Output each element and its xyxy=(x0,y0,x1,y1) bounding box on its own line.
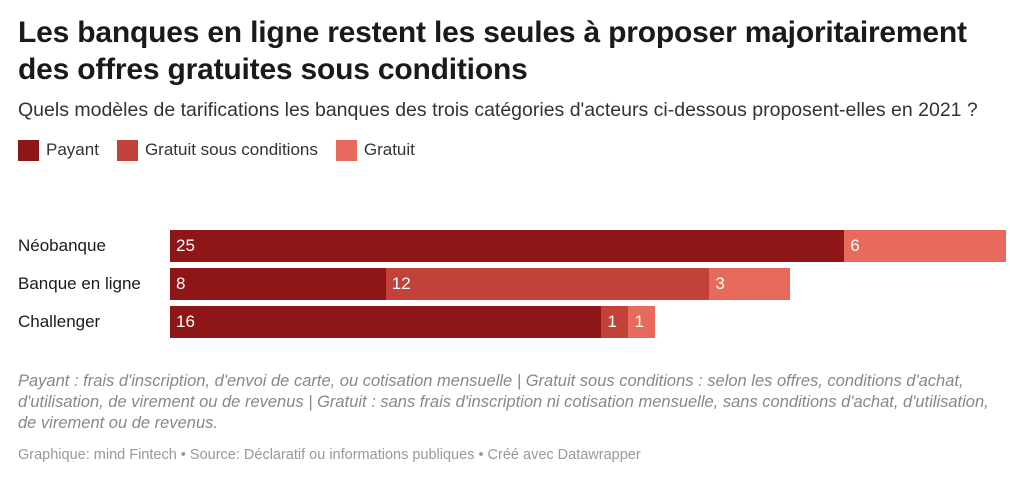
bar-segment-banque-en-ligne-payant xyxy=(170,268,386,300)
bar-segment-challenger-gratuit xyxy=(628,306,656,338)
bar-area-challenger: 16 1 1 xyxy=(170,306,1006,338)
category-label-banque-en-ligne: Banque en ligne xyxy=(18,274,141,293)
data-label-challenger-gratuit: 1 xyxy=(634,312,644,331)
legend-item-payant: Payant xyxy=(18,139,99,161)
legend-swatch-payant xyxy=(18,139,39,161)
bar-segment-challenger-gratuit-sous-conditions xyxy=(601,306,629,338)
legend-label-payant: Payant xyxy=(46,140,99,159)
bar-segment-banque-en-ligne-gratuit xyxy=(709,268,791,300)
bar-area-banque-en-ligne: 8 12 3 xyxy=(170,268,1006,300)
legend-item-gratuit: Gratuit xyxy=(335,139,415,161)
data-label-neobanque-gratuit: 6 xyxy=(850,236,860,255)
chart-notes: Payant : frais d'inscription, d'envoi de… xyxy=(18,372,989,432)
data-label-banque-en-ligne-gratuit-sous-conditions: 12 xyxy=(391,274,411,293)
data-label-neobanque-payant: 25 xyxy=(176,236,195,255)
data-label-challenger-payant: 16 xyxy=(176,312,195,331)
chart-source: Graphique: mind Fintech • Source: Déclar… xyxy=(18,447,641,463)
chart-title: Les banques en ligne restent les seules … xyxy=(18,16,967,86)
bar-segment-neobanque-payant xyxy=(170,230,845,262)
category-label-challenger: Challenger xyxy=(18,312,101,331)
chart-container: Les banques en ligne restent les seules … xyxy=(18,14,1010,463)
data-label-banque-en-ligne-gratuit: 3 xyxy=(715,274,725,293)
bar-segment-banque-en-ligne-gratuit-sous-conditions xyxy=(385,268,710,300)
bar-row-banque-en-ligne: Banque en ligne 8 12 3 xyxy=(18,268,1010,300)
legend-label-gratuit: Gratuit xyxy=(363,140,415,159)
bar-row-neobanque: Néobanque 25 6 xyxy=(18,230,1010,262)
bar-segment-challenger-payant xyxy=(170,306,602,338)
data-label-banque-en-ligne-payant: 8 xyxy=(176,274,186,293)
data-label-challenger-gratuit-sous-conditions: 1 xyxy=(607,312,617,331)
bar-area-neobanque: 25 6 xyxy=(170,230,1006,262)
category-label-neobanque: Néobanque xyxy=(18,236,106,255)
legend-item-gratuit-sous-conditions: Gratuit sous conditions xyxy=(116,139,318,161)
legend-swatch-gratuit-sous-conditions xyxy=(116,139,138,161)
bar-row-challenger: Challenger 16 1 1 xyxy=(18,306,1010,338)
legend-label-gratuit-sous-conditions: Gratuit sous conditions xyxy=(144,140,318,159)
chart-legend: Payant Gratuit sous conditions Gratuit xyxy=(18,139,1010,161)
bar-segment-neobanque-gratuit xyxy=(844,230,1006,262)
stacked-bar-chart: Néobanque 25 6 Banque en ligne 8 12 3 Chall… xyxy=(18,230,1010,360)
legend-swatch-gratuit xyxy=(335,139,357,161)
chart-subtitle: Quels modèles de tarifications les banqu… xyxy=(18,99,978,121)
